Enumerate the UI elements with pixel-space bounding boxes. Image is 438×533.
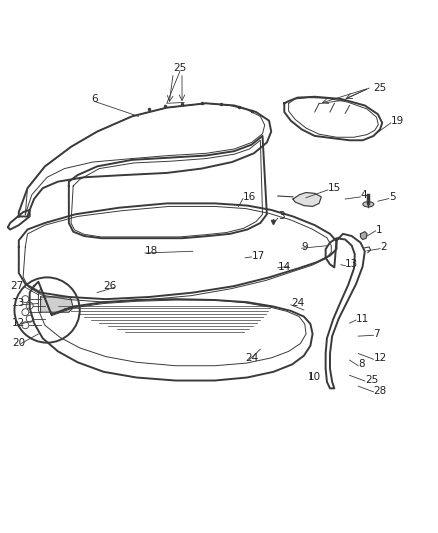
Text: 24: 24 — [291, 298, 304, 309]
Text: 1: 1 — [376, 224, 382, 235]
Text: 12: 12 — [374, 353, 387, 363]
Text: 6: 6 — [92, 94, 98, 104]
Polygon shape — [41, 297, 73, 312]
Text: 19: 19 — [391, 116, 404, 126]
Text: 9: 9 — [302, 242, 308, 252]
Text: 5: 5 — [389, 192, 396, 202]
Ellipse shape — [363, 201, 374, 207]
Text: 25: 25 — [173, 63, 187, 74]
Text: 17: 17 — [252, 251, 265, 261]
Text: 15: 15 — [328, 183, 341, 193]
Text: 16: 16 — [243, 192, 256, 202]
Text: 12: 12 — [12, 318, 25, 328]
Text: 3: 3 — [278, 212, 284, 221]
Text: 18: 18 — [145, 246, 158, 256]
Text: 24: 24 — [245, 353, 258, 363]
Text: 28: 28 — [374, 385, 387, 395]
Text: 20: 20 — [12, 338, 25, 348]
Text: 27: 27 — [10, 281, 23, 291]
Polygon shape — [293, 192, 321, 206]
Text: 13: 13 — [12, 298, 25, 309]
Text: 10: 10 — [308, 373, 321, 383]
Text: 2: 2 — [380, 242, 387, 252]
Text: 8: 8 — [358, 359, 365, 369]
Text: 14: 14 — [278, 262, 291, 271]
Text: 25: 25 — [374, 83, 387, 93]
Text: 26: 26 — [104, 281, 117, 291]
Polygon shape — [360, 232, 367, 239]
Text: 13: 13 — [345, 260, 358, 269]
Text: 4: 4 — [360, 190, 367, 200]
Text: 11: 11 — [356, 314, 369, 324]
Text: 25: 25 — [365, 375, 378, 385]
Text: 7: 7 — [374, 329, 380, 339]
